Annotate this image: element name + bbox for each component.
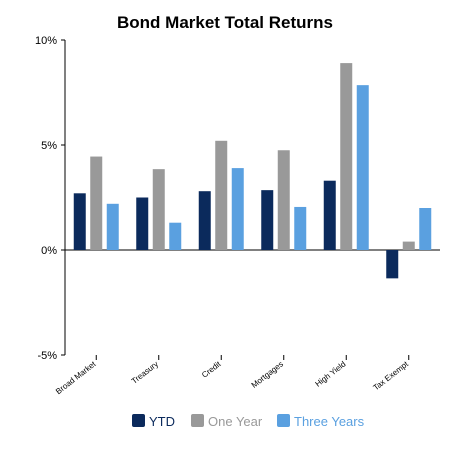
bar-one-year <box>340 63 353 250</box>
bar-three-years <box>169 222 182 250</box>
x-tick-label: Treasury <box>130 359 160 385</box>
legend-label: Three Years <box>294 414 365 429</box>
bar-ytd <box>261 190 274 250</box>
legend-swatch <box>132 414 145 427</box>
legend-label: YTD <box>149 414 175 429</box>
bar-one-year <box>402 241 415 250</box>
bar-ytd <box>323 180 336 250</box>
bar-one-year <box>152 169 165 250</box>
bar-three-years <box>106 203 119 250</box>
bar-ytd <box>198 191 211 250</box>
bar-ytd <box>73 193 86 250</box>
x-tick-label: Broad Market <box>54 359 98 396</box>
y-tick-label: 5% <box>41 140 57 152</box>
legend: YTD One Year Three Years <box>132 414 365 429</box>
legend-swatch <box>191 414 204 427</box>
y-tick-label: 0% <box>41 245 57 257</box>
x-tick-labels: Broad Market Treasury Credit Mortgages High … <box>54 355 411 396</box>
bar-one-year <box>277 150 290 250</box>
y-tick-label: 10% <box>35 35 57 47</box>
y-tick-label: -5% <box>37 350 57 362</box>
bar-three-years <box>419 208 432 250</box>
x-tick-label: Credit <box>200 359 223 380</box>
bar-ytd <box>136 197 149 250</box>
legend-label: One Year <box>208 414 263 429</box>
bar-three-years <box>231 168 244 250</box>
axes: 10% 5% 0% -5% <box>35 35 440 362</box>
bar-one-year <box>215 140 228 250</box>
bar-one-year <box>90 156 103 250</box>
chart-title: Bond Market Total Returns <box>117 13 333 32</box>
x-tick-label: High Yield <box>314 359 348 388</box>
x-tick-label: Tax Exempt <box>372 359 411 392</box>
x-tick-label: Mortgages <box>250 359 285 389</box>
bar-ytd <box>386 250 399 279</box>
bar-three-years <box>356 85 369 251</box>
bar-three-years <box>294 206 307 250</box>
legend-swatch <box>277 414 290 427</box>
bars <box>73 63 432 279</box>
